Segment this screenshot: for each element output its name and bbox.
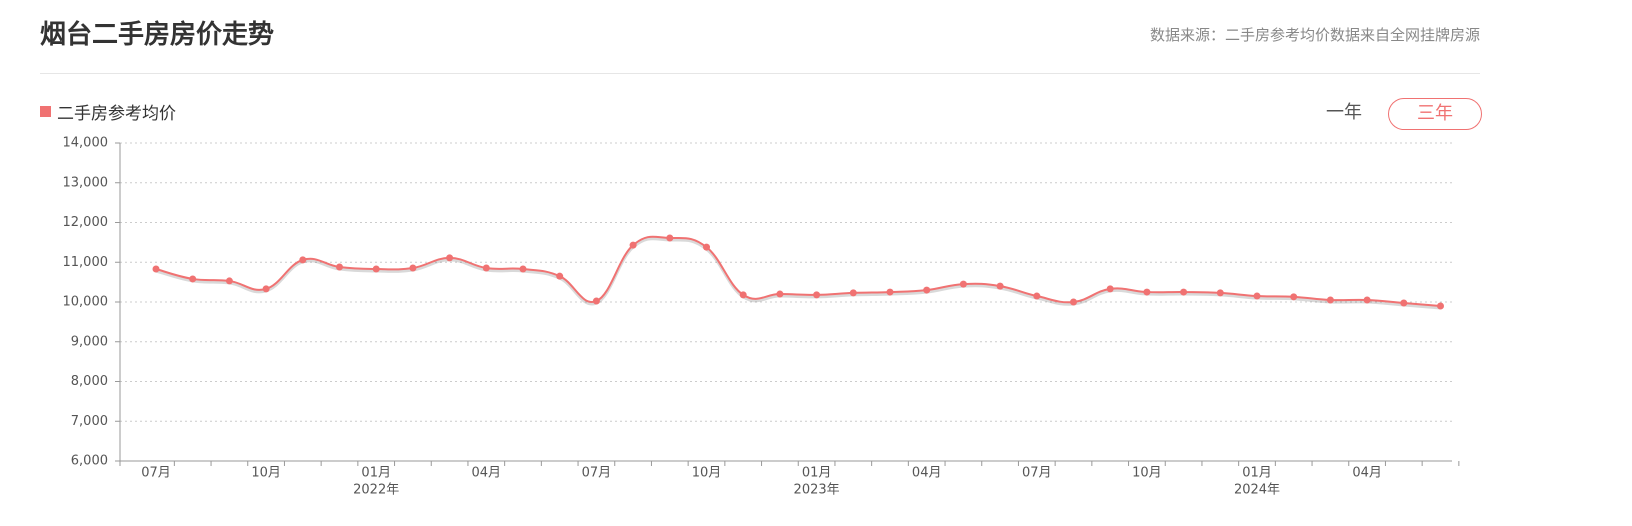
data-point: [1180, 288, 1188, 296]
data-point: [1033, 292, 1041, 300]
x-tick-label: 07月: [1022, 466, 1052, 481]
data-point: [813, 291, 821, 299]
divider: [40, 73, 1480, 74]
data-point: [996, 282, 1004, 290]
x-tick-label: 01月: [1242, 466, 1272, 481]
data-point: [262, 285, 270, 293]
y-tick-label: 10,000: [63, 295, 109, 310]
data-point: [703, 243, 710, 251]
data-point: [152, 265, 160, 273]
data-point: [776, 290, 784, 298]
x-group-label: 2024年: [1234, 483, 1280, 498]
legend-swatch: [40, 106, 51, 117]
data-point: [1253, 292, 1261, 300]
y-tick-label: 9,000: [71, 334, 108, 349]
data-point: [1400, 299, 1408, 307]
data-point: [739, 291, 747, 299]
y-tick-label: 6,000: [71, 454, 108, 469]
x-tick-label: 10月: [1132, 466, 1162, 481]
line-shadow: [155, 237, 1441, 310]
y-tick-label: 14,000: [63, 136, 109, 151]
data-point: [519, 265, 527, 273]
x-tick-label: 01月: [361, 466, 391, 481]
data-point: [409, 264, 417, 272]
x-tick-label: 07月: [582, 466, 612, 481]
data-point: [225, 277, 233, 285]
x-group-label: 2023年: [794, 483, 840, 498]
x-tick-label: 04月: [912, 466, 942, 481]
data-point: [482, 264, 490, 272]
x-tick-label: 04月: [1352, 466, 1382, 481]
x-tick-label: 04月: [472, 466, 502, 481]
legend: 二手房参考均价: [40, 99, 176, 124]
data-point: [886, 288, 894, 296]
page-title: 烟台二手房房价走势: [40, 20, 275, 50]
data-point: [592, 297, 600, 305]
y-tick-label: 11,000: [63, 255, 109, 270]
x-tick-label: 10月: [692, 466, 722, 481]
data-point: [556, 272, 564, 280]
data-point: [336, 263, 343, 271]
y-tick-label: 12,000: [63, 215, 109, 230]
data-point: [1106, 285, 1114, 293]
legend-label: 二手房参考均价: [57, 104, 176, 124]
data-point: [1363, 296, 1371, 304]
data-point: [189, 275, 197, 283]
data-point: [1070, 298, 1077, 306]
data-point: [1143, 288, 1151, 296]
data-point: [446, 254, 454, 262]
data-point: [299, 256, 307, 264]
y-tick-label: 8,000: [71, 374, 108, 389]
data-point: [1326, 296, 1334, 304]
range-button[interactable]: 三年: [1388, 98, 1482, 130]
data-point: [666, 234, 674, 242]
data-point: [959, 280, 967, 288]
data-point: [923, 286, 931, 294]
x-tick-label: 01月: [802, 466, 832, 481]
data-point: [629, 241, 637, 249]
data-point: [1216, 289, 1224, 297]
data-point: [1437, 302, 1444, 310]
data-point: [372, 265, 380, 273]
y-tick-label: 13,000: [63, 175, 109, 190]
x-tick-label: 07月: [141, 466, 171, 481]
data-point: [849, 289, 857, 297]
x-tick-label: 10月: [251, 466, 281, 481]
data-source: 数据来源：二手房参考均价数据来自全网挂牌房源: [1149, 26, 1480, 44]
range-button[interactable]: 一年: [1326, 102, 1362, 123]
y-tick-label: 7,000: [71, 414, 108, 429]
x-group-label: 2022年: [353, 483, 399, 498]
data-point: [1290, 293, 1298, 301]
